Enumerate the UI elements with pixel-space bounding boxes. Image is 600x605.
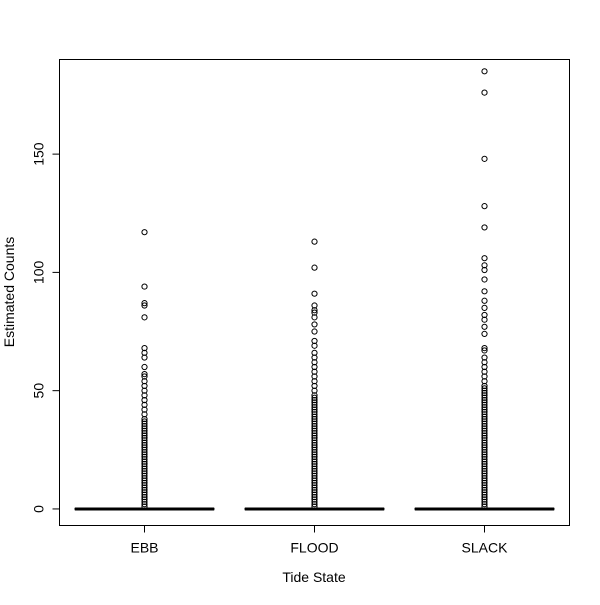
x-axis-title: Tide State xyxy=(282,569,346,585)
x-tick-label-flood: FLOOD xyxy=(290,540,338,556)
y-tick-label-100: 100 xyxy=(31,261,47,285)
x-tick-label-slack: SLACK xyxy=(462,540,509,556)
x-tick-label-ebb: EBB xyxy=(130,540,158,556)
y-tick-label-150: 150 xyxy=(31,142,47,166)
y-axis-title: Estimated Counts xyxy=(1,237,17,348)
y-tick-label-0: 0 xyxy=(31,505,47,513)
y-tick-label-50: 50 xyxy=(31,383,47,399)
